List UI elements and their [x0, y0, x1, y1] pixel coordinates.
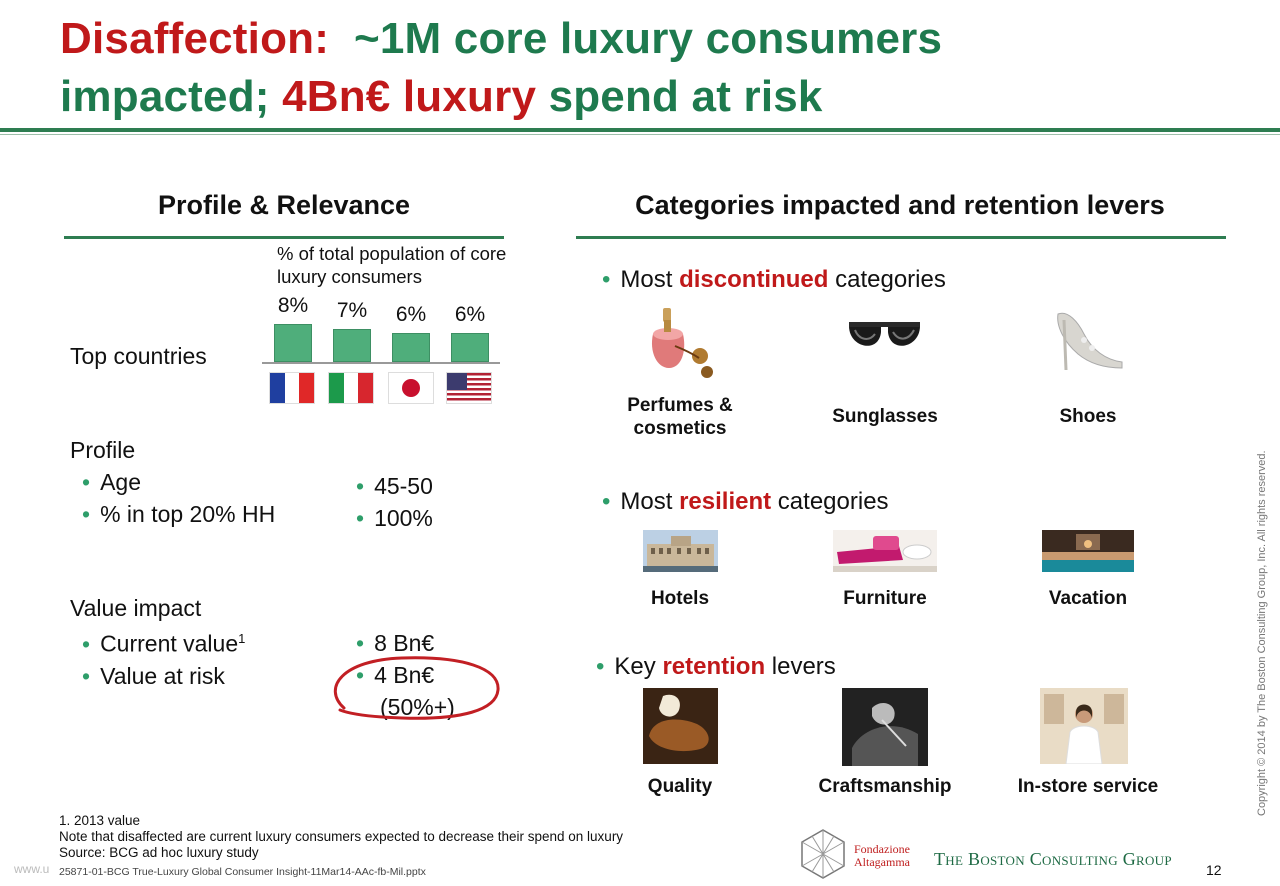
- profile-item-age: • Age: [82, 469, 141, 495]
- lever-quality: Quality: [647, 776, 713, 797]
- resilient-heading: • Most resilient categories: [602, 488, 889, 515]
- value-values: • 8 Bn€ • 4 Bn€ (50%+): [356, 627, 455, 723]
- chart-baseline: [262, 362, 500, 364]
- title-part5: spend at risk: [548, 72, 823, 121]
- value-item-current: • Current value1: [82, 630, 246, 657]
- bar-label-usa: 6%: [454, 303, 486, 326]
- bar-label-france: 8%: [277, 294, 309, 317]
- usa-flag-icon: [446, 372, 492, 404]
- value-list: • Current value1 • Value at risk: [82, 623, 245, 692]
- shoe-icon: [1057, 312, 1123, 371]
- slide-title: Disaffection: ~1M core luxury consumers …: [60, 10, 942, 126]
- footnote-note: Note that disaffected are current luxury…: [59, 829, 624, 844]
- bar-label-italy: 7%: [336, 299, 368, 322]
- value-risk: • 4 Bn€: [356, 662, 435, 688]
- profile-list: • Age •% in top 20% HH: [82, 466, 275, 530]
- sunglasses-icon: [849, 322, 920, 346]
- profile-value-hh: • 100%: [356, 505, 433, 531]
- footnote-source: Source: BCG ad hoc luxury study: [59, 845, 259, 860]
- bar-italy: [333, 329, 371, 362]
- italy-flag-icon: [328, 372, 374, 404]
- bar-france: [274, 324, 312, 362]
- bar-japan: [392, 333, 430, 362]
- quality-shoe-icon: [643, 688, 718, 764]
- category-sunglasses: Sunglasses: [832, 406, 938, 427]
- left-heading-rule: [64, 236, 504, 239]
- title-rule: [0, 128, 1280, 132]
- chart-caption: % of total population of core luxury con…: [277, 243, 507, 287]
- category-perfumes: Perfumes & cosmetics: [627, 395, 733, 439]
- bar-usa: [451, 333, 489, 362]
- profile-item-hh: •% in top 20% HH: [82, 501, 276, 527]
- value-risk-pct: (50%+): [380, 694, 455, 720]
- altagamma-logo-text: Fondazione Altagamma: [854, 842, 910, 869]
- title-part4: 4Bn€ luxury: [282, 72, 537, 121]
- hand-drawn-circle: [333, 656, 500, 720]
- vacation-icon: [1042, 530, 1134, 572]
- right-heading-rule: [576, 236, 1226, 239]
- retention-heading: • Key retention levers: [596, 653, 836, 680]
- value-item-risk: • Value at risk: [82, 662, 225, 689]
- bcg-logo: The Boston Consulting Group: [934, 849, 1172, 869]
- craftsmanship-icon: [842, 688, 928, 766]
- hotel-icon: [643, 530, 718, 572]
- japan-flag-icon: [388, 372, 434, 404]
- right-heading: Categories impacted and retention levers: [635, 190, 1165, 220]
- france-flag-icon: [269, 372, 315, 404]
- lever-craftsmanship: Craftsmanship: [818, 776, 952, 797]
- discontinued-heading: • Most discontinued categories: [602, 266, 946, 293]
- title-part2: ~1M core luxury consumers: [353, 14, 943, 63]
- category-furniture: Furniture: [843, 588, 927, 609]
- altagamma-logo-icon: [801, 829, 845, 879]
- title-part3: impacted;: [60, 72, 270, 121]
- category-hotels: Hotels: [650, 588, 710, 609]
- top-countries-label: Top countries: [70, 343, 207, 369]
- value-current: • 8 Bn€: [356, 630, 435, 656]
- copyright-notice: Copyright © 2014 by The Boston Consultin…: [1256, 450, 1268, 816]
- perfume-icon: [651, 308, 713, 378]
- file-name: 25871-01-BCG True-Luxury Global Consumer…: [59, 866, 426, 878]
- title-part1: Disaffection:: [60, 14, 330, 63]
- in-store-service-icon: [1040, 688, 1128, 764]
- lever-in-store-service: In-store service: [1017, 776, 1159, 797]
- furniture-icon: [833, 530, 937, 572]
- watermark: www.u: [14, 862, 50, 876]
- category-vacation: Vacation: [1048, 588, 1128, 609]
- category-shoes: Shoes: [1059, 406, 1117, 427]
- title-rule-thin: [0, 134, 1280, 135]
- footnote-1: 1. 2013 value: [59, 813, 141, 828]
- footnotes: 1. 2013 value Note that disaffected are …: [59, 813, 623, 861]
- left-heading: Profile & Relevance: [157, 190, 411, 220]
- bar-label-japan: 6%: [395, 303, 427, 326]
- page-number: 12: [1206, 862, 1222, 878]
- profile-values: • 45-50 • 100%: [356, 470, 433, 534]
- profile-label: Profile: [70, 437, 136, 463]
- value-impact-label: Value impact: [70, 595, 202, 621]
- profile-value-age: • 45-50: [356, 473, 433, 499]
- country-bar-chart: 8% 7% 6% 6%: [262, 294, 500, 366]
